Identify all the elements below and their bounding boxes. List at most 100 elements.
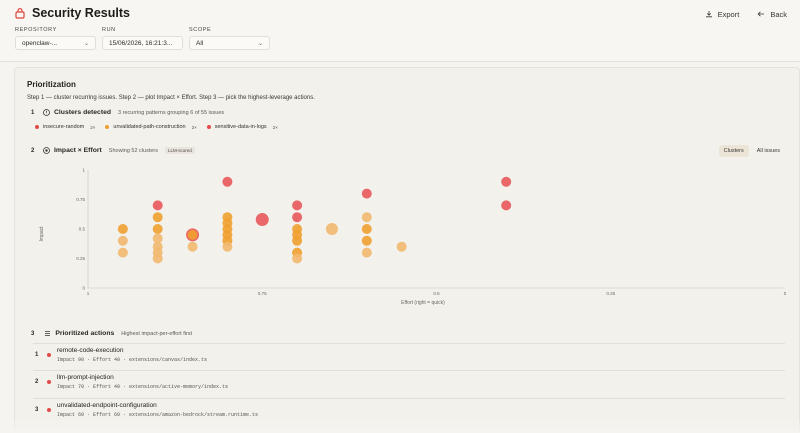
severity-dot bbox=[206, 125, 211, 129]
cluster-label: unvalidated-path-construction bbox=[113, 124, 186, 130]
export-label: Export bbox=[717, 9, 740, 19]
action-rank: 3 bbox=[35, 407, 39, 413]
run-value: 15/06/2026, 16:21:3... bbox=[109, 39, 173, 47]
x-tick-label: 0 bbox=[784, 291, 787, 296]
cluster-chips: insecure-random 2× unvalidated-path-cons… bbox=[35, 124, 278, 130]
repository-select[interactable]: openclaw-... ⌄ bbox=[15, 36, 96, 50]
action-row[interactable]: 3 unvalidated-endpoint-configuration Imp… bbox=[33, 398, 785, 423]
chart-point[interactable] bbox=[501, 200, 512, 211]
chart-point[interactable] bbox=[152, 224, 163, 234]
chart-point[interactable] bbox=[501, 176, 512, 187]
impact-effort-subtitle: Showing 52 clusters bbox=[108, 147, 159, 154]
back-label: Back bbox=[770, 9, 787, 19]
action-name: llm-prompt-injection bbox=[57, 374, 114, 381]
x-tick-label: 0.5 bbox=[433, 291, 440, 296]
alert-circle-icon bbox=[43, 109, 50, 116]
section-title: Prioritization bbox=[27, 80, 76, 89]
back-button[interactable]: Back bbox=[752, 5, 792, 23]
chart-point[interactable] bbox=[152, 200, 163, 211]
page-title: Security Results bbox=[32, 6, 130, 20]
cluster-count: 2× bbox=[272, 124, 278, 130]
action-row[interactable]: 2 llm-prompt-injection Impact 70 · Effor… bbox=[33, 370, 785, 395]
chart-point[interactable] bbox=[361, 247, 372, 258]
chevron-down-icon: ⌄ bbox=[257, 40, 263, 47]
severity-dot bbox=[47, 380, 51, 384]
chart-point[interactable] bbox=[292, 235, 303, 246]
chart-point[interactable] bbox=[152, 253, 163, 264]
chart-point[interactable] bbox=[187, 229, 198, 240]
chart-point[interactable] bbox=[222, 241, 233, 252]
chart-point[interactable] bbox=[292, 253, 303, 264]
filter-bar: REPOSITORY openclaw-... ⌄ RUN 15/06/2026… bbox=[15, 27, 270, 50]
download-icon bbox=[705, 11, 712, 18]
action-row[interactable]: 1 remote-code-execution Impact 90 · Effo… bbox=[33, 343, 785, 368]
action-name: remote-code-execution bbox=[57, 347, 124, 354]
chart-point[interactable] bbox=[255, 213, 269, 227]
cluster-chip[interactable]: insecure-random 2× bbox=[35, 124, 95, 130]
chart-grid bbox=[87, 170, 785, 289]
actions-title: Prioritized actions bbox=[55, 330, 115, 337]
chevron-down-icon: ⌄ bbox=[83, 40, 89, 47]
chart-point[interactable] bbox=[361, 224, 372, 234]
clusters-subtitle: 3 recurring patterns grouping 6 of 55 is… bbox=[118, 109, 225, 116]
run-filter: RUN 15/06/2026, 16:21:3... bbox=[102, 27, 183, 50]
y-tick-label: 0.25 bbox=[76, 256, 85, 261]
clusters-toggle[interactable]: Clusters bbox=[718, 145, 749, 157]
all-issues-toggle[interactable]: All issues bbox=[756, 148, 780, 154]
clusters-heading: Clusters detected 3 recurring patterns g… bbox=[43, 109, 224, 116]
chart-point[interactable] bbox=[117, 235, 128, 246]
title-group: Security Results bbox=[14, 6, 130, 20]
scope-value: All bbox=[196, 39, 204, 47]
chart-axis bbox=[87, 170, 785, 289]
x-tick-label: 0.25 bbox=[606, 291, 615, 296]
chart-point[interactable] bbox=[152, 212, 163, 223]
cluster-count: 2× bbox=[191, 124, 197, 130]
lock-icon bbox=[15, 8, 25, 19]
chart-point[interactable] bbox=[117, 247, 128, 258]
impact-effort-heading: Impact × Effort Showing 52 clusters LLM-… bbox=[43, 147, 195, 154]
cluster-chip[interactable]: sensitive-data-in-logs 2× bbox=[206, 124, 278, 130]
chart-point[interactable] bbox=[152, 233, 163, 244]
repository-label: REPOSITORY bbox=[15, 27, 57, 33]
llm-scored-badge: LLM-scored bbox=[165, 147, 195, 154]
prioritization-panel: Prioritization Step 1 — cluster recurrin… bbox=[14, 67, 800, 433]
arrow-left-icon bbox=[757, 11, 765, 17]
chart-ticks: 1 0.75 0.5 0.25 010.750.50.250 bbox=[76, 168, 787, 297]
impact-effort-title: Impact × Effort bbox=[54, 147, 102, 154]
chart-point[interactable] bbox=[325, 223, 338, 235]
action-meta: Impact 90 · Effort 40 · extensions/canva… bbox=[57, 357, 208, 363]
actions-subtitle: Highest impact-per-effort first bbox=[121, 330, 193, 337]
chart-point[interactable] bbox=[292, 200, 303, 211]
chart-point[interactable] bbox=[396, 241, 407, 252]
step-number: 1 bbox=[31, 110, 35, 116]
chart-point[interactable] bbox=[187, 241, 198, 252]
y-axis-label: Impact bbox=[39, 226, 45, 242]
chart-point[interactable] bbox=[361, 235, 372, 246]
action-meta: Impact 60 · Effort 60 · extensions/amazo… bbox=[57, 412, 259, 418]
run-label: RUN bbox=[102, 27, 116, 33]
chart-point[interactable] bbox=[117, 224, 128, 234]
chart-point[interactable] bbox=[361, 188, 372, 199]
scope-select[interactable]: All ⌄ bbox=[189, 36, 270, 50]
prioritized-actions-heading: 3 Prioritized actions Highest impact-per… bbox=[31, 330, 192, 337]
repository-filter: REPOSITORY openclaw-... ⌄ bbox=[15, 27, 96, 50]
chart-point[interactable] bbox=[361, 212, 372, 223]
impact-effort-chart: 1 0.75 0.5 0.25 010.750.50.250 Effort (right… bbox=[39, 168, 787, 307]
cluster-label: insecure-random bbox=[43, 124, 85, 130]
export-button[interactable]: Export bbox=[700, 5, 745, 23]
action-meta: Impact 70 · Effort 40 · extensions/activ… bbox=[57, 384, 229, 390]
repository-value: openclaw-... bbox=[22, 39, 58, 47]
step-number: 2 bbox=[31, 148, 35, 154]
y-tick-label: 0 bbox=[82, 286, 85, 291]
x-axis-label: Effort (right = quick) bbox=[401, 300, 445, 306]
chart-point[interactable] bbox=[292, 212, 303, 223]
severity-dot bbox=[35, 125, 39, 129]
action-rank: 1 bbox=[35, 352, 39, 358]
chart-point[interactable] bbox=[222, 176, 233, 187]
cluster-label: sensitive-data-in-logs bbox=[214, 124, 267, 130]
cluster-chip[interactable]: unvalidated-path-construction 2× bbox=[105, 124, 197, 130]
clusters-title: Clusters detected bbox=[54, 109, 112, 116]
y-tick-label: 0.75 bbox=[76, 197, 85, 202]
run-select[interactable]: 15/06/2026, 16:21:3... bbox=[102, 36, 183, 50]
scope-label: SCOPE bbox=[189, 27, 212, 33]
